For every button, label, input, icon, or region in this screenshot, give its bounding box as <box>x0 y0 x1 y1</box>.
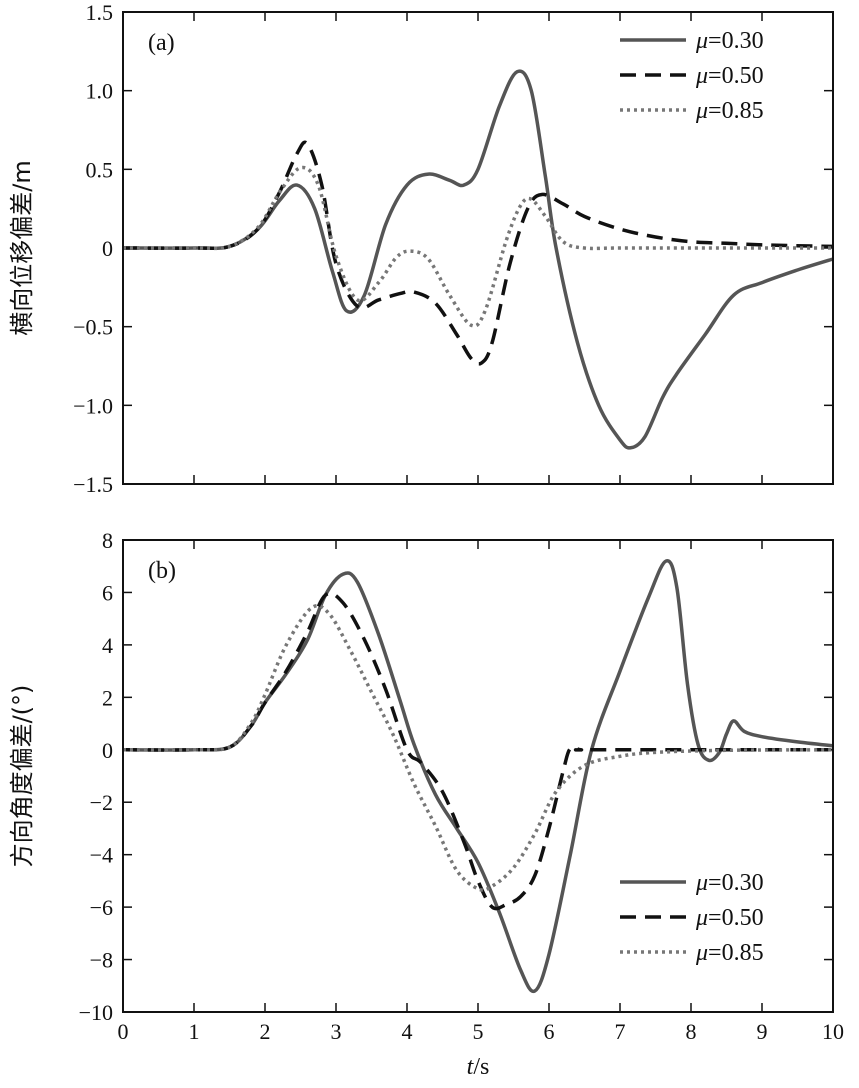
panel-a: 1.5 1.0 0.5 0 −0.5 −1.0 −1.5 μ=0.30 μ=0.50 μ=0.85… <box>8 0 834 497</box>
x-tick-label: 3 <box>331 1019 342 1044</box>
legend-label: μ=0.50 <box>695 905 764 931</box>
y-axis-label: 方向角度偏差/(°) <box>8 685 36 868</box>
y-tick-label: −1.0 <box>73 393 113 418</box>
x-tick-label: 2 <box>260 1019 271 1044</box>
y-tick-label: 8 <box>102 528 113 553</box>
x-tick-label: 8 <box>686 1019 697 1044</box>
y-tick-label: 2 <box>102 685 113 710</box>
y-tick-label: 1.5 <box>86 0 114 25</box>
y-tick-label: 0 <box>102 236 113 261</box>
y-tick-label: −8 <box>90 948 113 973</box>
y-axis-label: 横向位移偏差/m <box>8 160 36 335</box>
series-line-dashed <box>122 140 834 366</box>
series-line-dashed <box>122 591 833 911</box>
x-tick-label: 4 <box>402 1019 413 1044</box>
panel-label: (a) <box>148 30 175 56</box>
legend-label: μ=0.50 <box>695 63 764 89</box>
panel-b: 0 1 2 3 4 5 6 7 8 9 10 8 6 4 2 0 −2 −4 −6 −8 −10 μ=0.30 μ=0.50… <box>8 528 844 1080</box>
y-tick-label: 1.0 <box>86 79 114 104</box>
x-tick-label: 0 <box>118 1019 129 1044</box>
x-tick-label: 5 <box>473 1019 484 1044</box>
y-tick-label: −10 <box>79 1000 113 1025</box>
y-tick-label: −1.5 <box>73 472 113 497</box>
y-tick-label: −6 <box>90 895 113 920</box>
plot-frame <box>122 11 834 485</box>
x-tick-label: 7 <box>615 1019 626 1044</box>
legend-label: μ=0.30 <box>695 28 764 54</box>
y-tick-label: 0.5 <box>86 157 114 182</box>
y-tick-label: 6 <box>102 580 113 605</box>
legend-label: μ=0.85 <box>695 98 764 124</box>
x-tick-label: 9 <box>757 1019 768 1044</box>
y-tick-label: −0.5 <box>73 315 113 340</box>
series-line-dotted <box>122 603 834 892</box>
x-tick-label: 6 <box>544 1019 555 1044</box>
y-tick-label: −4 <box>90 843 113 868</box>
panel-label: (b) <box>148 558 176 584</box>
x-tick-label: 1 <box>189 1019 200 1044</box>
y-tick-label: 0 <box>102 738 113 763</box>
y-tick-label: 4 <box>102 633 113 658</box>
x-tick-label: 10 <box>822 1019 844 1044</box>
series-line-solid <box>122 559 834 994</box>
x-axis-label: t/s <box>467 1054 490 1080</box>
plot-frame <box>122 539 834 1013</box>
legend-label: μ=0.30 <box>695 870 764 896</box>
y-tick-label: −2 <box>90 790 113 815</box>
legend-label: μ=0.85 <box>695 940 764 966</box>
series-line-solid <box>122 69 834 450</box>
